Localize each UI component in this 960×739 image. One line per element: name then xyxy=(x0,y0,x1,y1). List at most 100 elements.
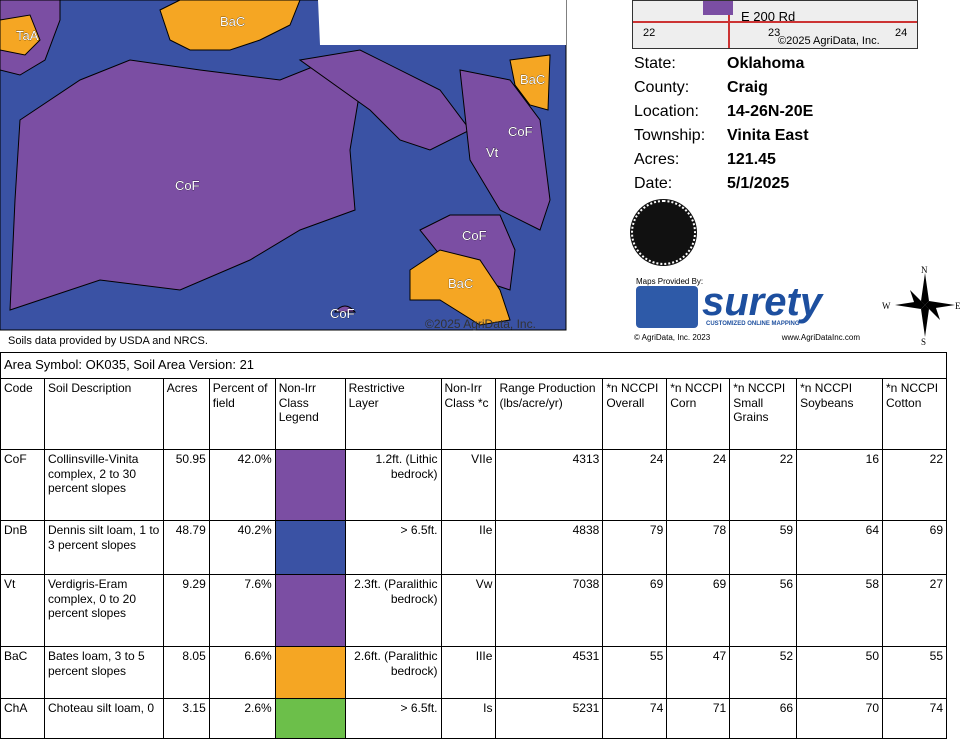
cell-overall: 69 xyxy=(602,574,668,647)
cell-cotton: 69 xyxy=(882,520,947,575)
mini-watermark: ©2025 AgriData, Inc. xyxy=(778,35,880,47)
cell-soy: 50 xyxy=(796,646,884,699)
table-row: DnB Dennis silt loam, 1 to 3 percent slop… xyxy=(0,520,947,575)
svg-text:S: S xyxy=(921,337,926,345)
cell-grains: 22 xyxy=(729,449,798,521)
cell-range: 7038 xyxy=(495,574,604,647)
cell-overall: 79 xyxy=(602,520,668,575)
table-row: BaC Bates loam, 3 to 5 percent slopes 8.05… xyxy=(0,646,947,699)
column-header: *n NCCPI Cotton xyxy=(882,378,947,450)
class-legend-swatch xyxy=(274,520,346,575)
cell-desc: Bates loam, 3 to 5 percent slopes xyxy=(43,646,164,699)
map-label: CoF xyxy=(508,124,533,139)
column-header: *n NCCPI Soybeans xyxy=(796,378,884,450)
table-row: CoF Collinsville-Vinita complex, 2 to 30 … xyxy=(0,449,947,521)
agridata-url: www.AgriDataInc.com xyxy=(781,333,860,342)
cell-restr: > 6.5ft. xyxy=(344,698,442,739)
cell-soy: 70 xyxy=(796,698,884,739)
cell-corn: 24 xyxy=(666,449,731,521)
soil-map: TaA BaC BaC CoF Vt CoF CoF BaC CoF ©2025… xyxy=(0,0,567,331)
map-label: CoF xyxy=(462,228,487,243)
surety-logo: surety CUSTOMIZED ONLINE MAPPING xyxy=(636,280,860,330)
cell-restr: > 6.5ft. xyxy=(344,520,442,575)
cell-pct: 42.0% xyxy=(208,449,276,521)
cell-grains: 66 xyxy=(729,698,798,739)
cell-acres: 8.05 xyxy=(162,646,210,699)
cell-cls: Is xyxy=(440,698,497,739)
cell-acres: 48.79 xyxy=(162,520,210,575)
cell-acres: 50.95 xyxy=(162,449,210,521)
location-value: 14-26N-20E xyxy=(727,103,814,120)
cell-pct: 40.2% xyxy=(208,520,276,575)
road-label: E 200 Rd xyxy=(741,9,796,24)
map-label: TaA xyxy=(16,28,39,43)
cell-range: 4531 xyxy=(495,646,604,699)
column-header: Percent of field xyxy=(208,378,276,450)
svg-text:W: W xyxy=(882,301,891,311)
map-label: CoF xyxy=(175,178,200,193)
class-legend-swatch xyxy=(274,449,346,521)
map-label: BaC xyxy=(220,14,245,29)
column-header: *n NCCPI Small Grains xyxy=(729,378,798,450)
column-header: Restrictive Layer xyxy=(344,378,442,450)
cell-cls: IIe xyxy=(440,520,497,575)
cell-cotton: 55 xyxy=(882,646,947,699)
cell-soy: 64 xyxy=(796,520,884,575)
class-legend-swatch xyxy=(274,698,346,739)
cell-grains: 56 xyxy=(729,574,798,647)
field-info: State: Oklahoma County: Craig Location: 14-… xyxy=(634,52,813,196)
map-label: Vt xyxy=(486,145,499,160)
acres-value: 121.45 xyxy=(727,151,776,168)
cell-restr: 1.2ft. (Lithic bedrock) xyxy=(344,449,442,521)
info-key: Township: xyxy=(634,127,706,144)
cell-cotton: 27 xyxy=(882,574,947,647)
date-value: 5/1/2025 xyxy=(727,175,790,192)
info-key: County: xyxy=(634,79,690,96)
column-header: Soil Description xyxy=(43,378,164,450)
cell-pct: 6.6% xyxy=(208,646,276,699)
map-label: BaC xyxy=(448,276,473,291)
cell-overall: 24 xyxy=(602,449,668,521)
column-header: Acres xyxy=(162,378,210,450)
cell-range: 4313 xyxy=(495,449,604,521)
surety-wordmark: surety xyxy=(702,280,823,324)
compass-rose-icon: N S W E xyxy=(882,265,960,345)
cell-range: 4838 xyxy=(495,520,604,575)
table-title: Area Symbol: OK035, Soil Area Version: 2… xyxy=(0,352,947,379)
cell-grains: 59 xyxy=(729,520,798,575)
state-value: Oklahoma xyxy=(727,55,805,72)
county-value: Craig xyxy=(727,79,768,96)
cell-code: BaC xyxy=(0,646,45,699)
class-legend-swatch xyxy=(274,646,346,699)
cell-cotton: 22 xyxy=(882,449,947,521)
map-label: BaC xyxy=(520,72,545,87)
cell-code: Vt xyxy=(0,574,45,647)
map-label: CoF xyxy=(330,306,355,321)
section-label: 24 xyxy=(895,27,908,39)
svg-text:N: N xyxy=(921,265,928,275)
svg-text:E: E xyxy=(955,301,960,311)
cell-desc: Collinsville-Vinita complex, 2 to 30 per… xyxy=(43,449,164,521)
info-key: Date: xyxy=(634,175,673,192)
cell-pct: 2.6% xyxy=(208,698,276,739)
cell-code: ChA xyxy=(0,698,45,739)
cell-corn: 69 xyxy=(666,574,731,647)
class-legend-swatch xyxy=(274,574,346,647)
cell-pct: 7.6% xyxy=(208,574,276,647)
column-header: Non-Irr Class Legend xyxy=(274,378,346,450)
table-row: Vt Verdigris-Eram complex, 0 to 20 percen… xyxy=(0,574,947,647)
column-header: Code xyxy=(0,378,45,450)
cell-cls: VIIe xyxy=(440,449,497,521)
column-header: *n NCCPI Corn xyxy=(666,378,731,450)
info-key: Location: xyxy=(634,103,699,120)
info-key: Acres: xyxy=(634,151,680,168)
township-value: Vinita East xyxy=(727,127,809,144)
cell-grains: 52 xyxy=(729,646,798,699)
copyright: © AgriData, Inc. 2023 xyxy=(634,333,711,342)
cell-restr: 2.6ft. (Paralithic bedrock) xyxy=(344,646,442,699)
cell-corn: 78 xyxy=(666,520,731,575)
cell-corn: 47 xyxy=(666,646,731,699)
cell-overall: 55 xyxy=(602,646,668,699)
cell-soy: 58 xyxy=(796,574,884,647)
column-header: *n NCCPI Overall xyxy=(602,378,668,450)
